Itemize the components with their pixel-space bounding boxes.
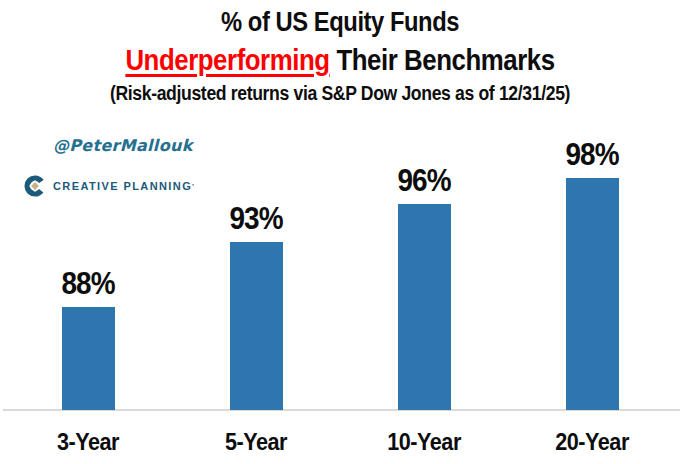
bar-value-label: 96% xyxy=(370,165,478,197)
bar-value-label: 93% xyxy=(202,203,310,235)
bar-value-label: 98% xyxy=(538,139,646,171)
title-line-1: % of US Equity Funds xyxy=(41,5,639,40)
x-axis-label: 5-Year xyxy=(193,428,319,456)
bar-20-Year xyxy=(566,178,619,410)
chart-subtitle: (Risk-adjusted returns via S&P Dow Jones… xyxy=(41,81,639,106)
bar-3-Year xyxy=(62,307,115,410)
bar-10-Year xyxy=(398,204,451,410)
chart-title-block: % of US Equity Funds Underperforming The… xyxy=(0,5,680,106)
title-line-2: Underperforming Their Benchmarks xyxy=(48,42,633,78)
x-axis-label: 3-Year xyxy=(25,428,151,456)
bar-value-label: 88% xyxy=(34,268,142,300)
creative-planning-c-icon xyxy=(24,174,46,198)
x-axis-label: 10-Year xyxy=(361,428,487,456)
chart-canvas: % of US Equity Funds Underperforming The… xyxy=(0,0,680,464)
title-benchmarks-text: Their Benchmarks xyxy=(330,43,555,76)
creative-planning-logo: CREATIVE PLANNING’ xyxy=(24,174,194,198)
bar-5-Year xyxy=(230,242,283,410)
x-axis-label: 20-Year xyxy=(529,428,655,456)
logo-wordmark: CREATIVE PLANNING xyxy=(53,180,192,192)
trademark-mark: ’ xyxy=(192,183,194,190)
title-underperforming-highlight: Underperforming xyxy=(125,43,329,76)
author-handle: @PeterMallouk xyxy=(53,136,193,155)
